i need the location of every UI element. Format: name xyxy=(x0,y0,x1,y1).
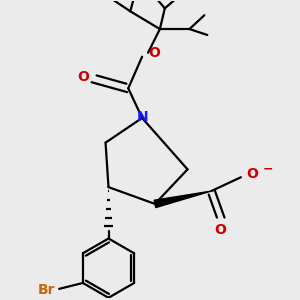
Polygon shape xyxy=(154,191,211,208)
Text: Br: Br xyxy=(38,283,55,297)
Text: O: O xyxy=(246,167,258,181)
Text: O: O xyxy=(77,70,89,85)
Text: O: O xyxy=(214,223,226,237)
Text: −: − xyxy=(262,163,273,176)
Text: O: O xyxy=(148,46,160,60)
Text: N: N xyxy=(136,110,148,124)
